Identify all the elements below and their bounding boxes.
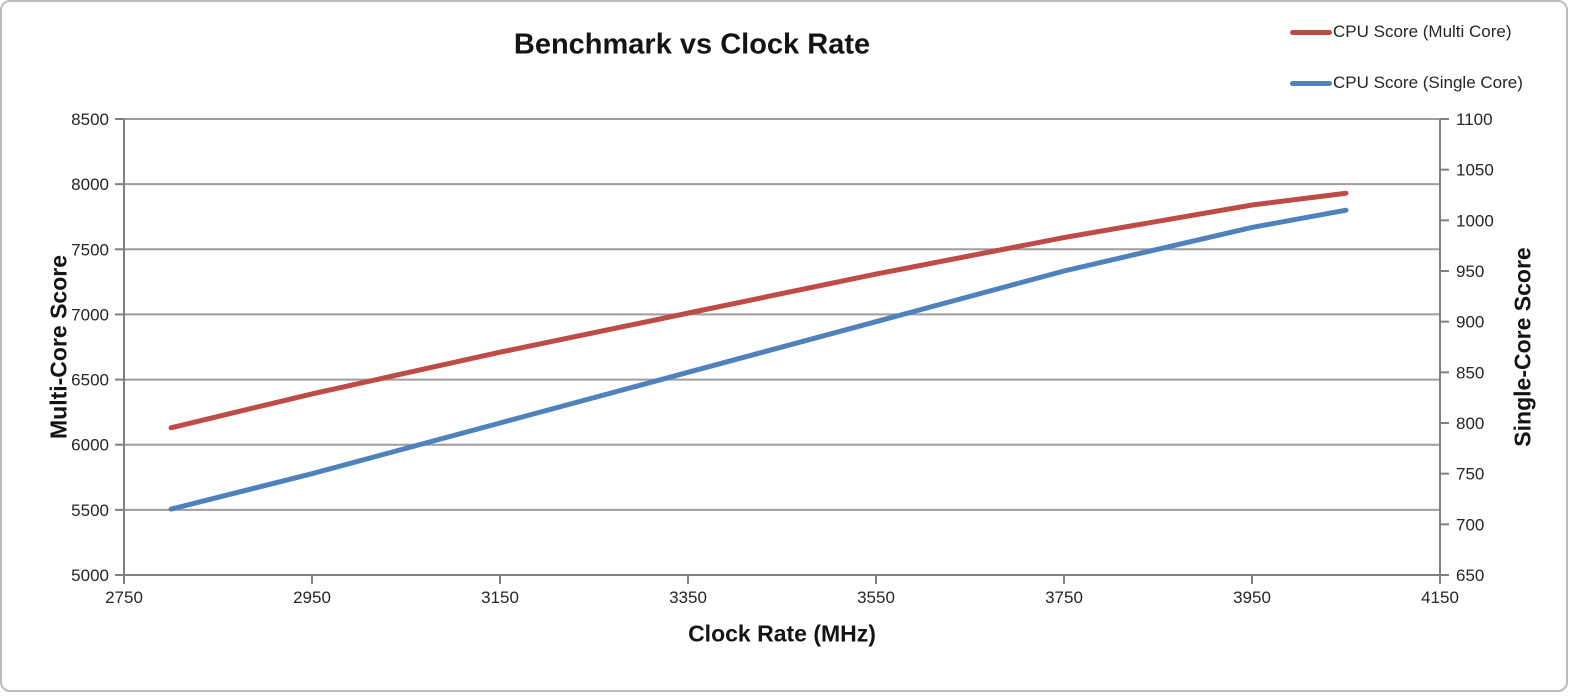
right-axis-tick-label: 950 bbox=[1456, 262, 1484, 281]
right-axis-tick-label: 650 bbox=[1456, 566, 1484, 585]
x-axis-title: Clock Rate (MHz) bbox=[688, 620, 876, 647]
left-axis-tick-label: 6000 bbox=[71, 436, 109, 455]
right-axis-tick-label: 850 bbox=[1456, 363, 1484, 382]
legend-label-single-core: CPU Score (Single Core) bbox=[1333, 73, 1523, 92]
right-axis-tick-label: 1100 bbox=[1456, 110, 1493, 129]
right-axis-tick-label: 1050 bbox=[1456, 161, 1494, 180]
legend-label-multi-core: CPU Score (Multi Core) bbox=[1333, 22, 1512, 41]
right-axis-tick-label: 800 bbox=[1456, 414, 1484, 433]
right-axis-tick-label: 750 bbox=[1456, 465, 1484, 484]
legend: CPU Score (Multi Core) CPU Score (Single… bbox=[1290, 22, 1523, 93]
right-axis-tick-label: 1000 bbox=[1456, 211, 1494, 230]
series-line-single-core bbox=[168, 207, 1349, 512]
left-axis-tick-label: 8500 bbox=[71, 110, 109, 129]
left-axis-tick-label: 5500 bbox=[71, 501, 109, 520]
x-axis-tick-label: 3750 bbox=[1045, 588, 1083, 607]
chart-title: Benchmark vs Clock Rate bbox=[513, 28, 871, 61]
left-axis-tick-label: 7500 bbox=[71, 240, 109, 259]
legend-item-multi-core[interactable]: CPU Score (Multi Core) bbox=[1290, 22, 1523, 42]
left-axis-tick-label: 6500 bbox=[71, 371, 109, 390]
x-axis-tick-label: 3350 bbox=[669, 588, 707, 607]
x-axis-tick-label: 2950 bbox=[293, 588, 331, 607]
x-axis-tick-label: 3950 bbox=[1233, 588, 1271, 607]
x-axis-tick-label: 3550 bbox=[857, 588, 895, 607]
x-axis-tick-label: 4150 bbox=[1421, 588, 1459, 607]
x-axis-tick-label: 3150 bbox=[481, 588, 519, 607]
right-axis-tick-label: 900 bbox=[1456, 313, 1484, 332]
legend-item-single-core[interactable]: CPU Score (Single Core) bbox=[1290, 73, 1523, 93]
legend-line-icon bbox=[1290, 29, 1332, 35]
left-axis-tick-label: 8000 bbox=[71, 175, 109, 194]
series-line-multi-core bbox=[168, 190, 1349, 431]
left-axis-tick-label: 7000 bbox=[71, 305, 109, 324]
right-axis-tick-label: 700 bbox=[1456, 515, 1484, 534]
left-axis-tick-label: 5000 bbox=[71, 566, 109, 585]
x-axis-tick-label: 2750 bbox=[105, 588, 143, 607]
legend-line-icon bbox=[1290, 80, 1332, 86]
